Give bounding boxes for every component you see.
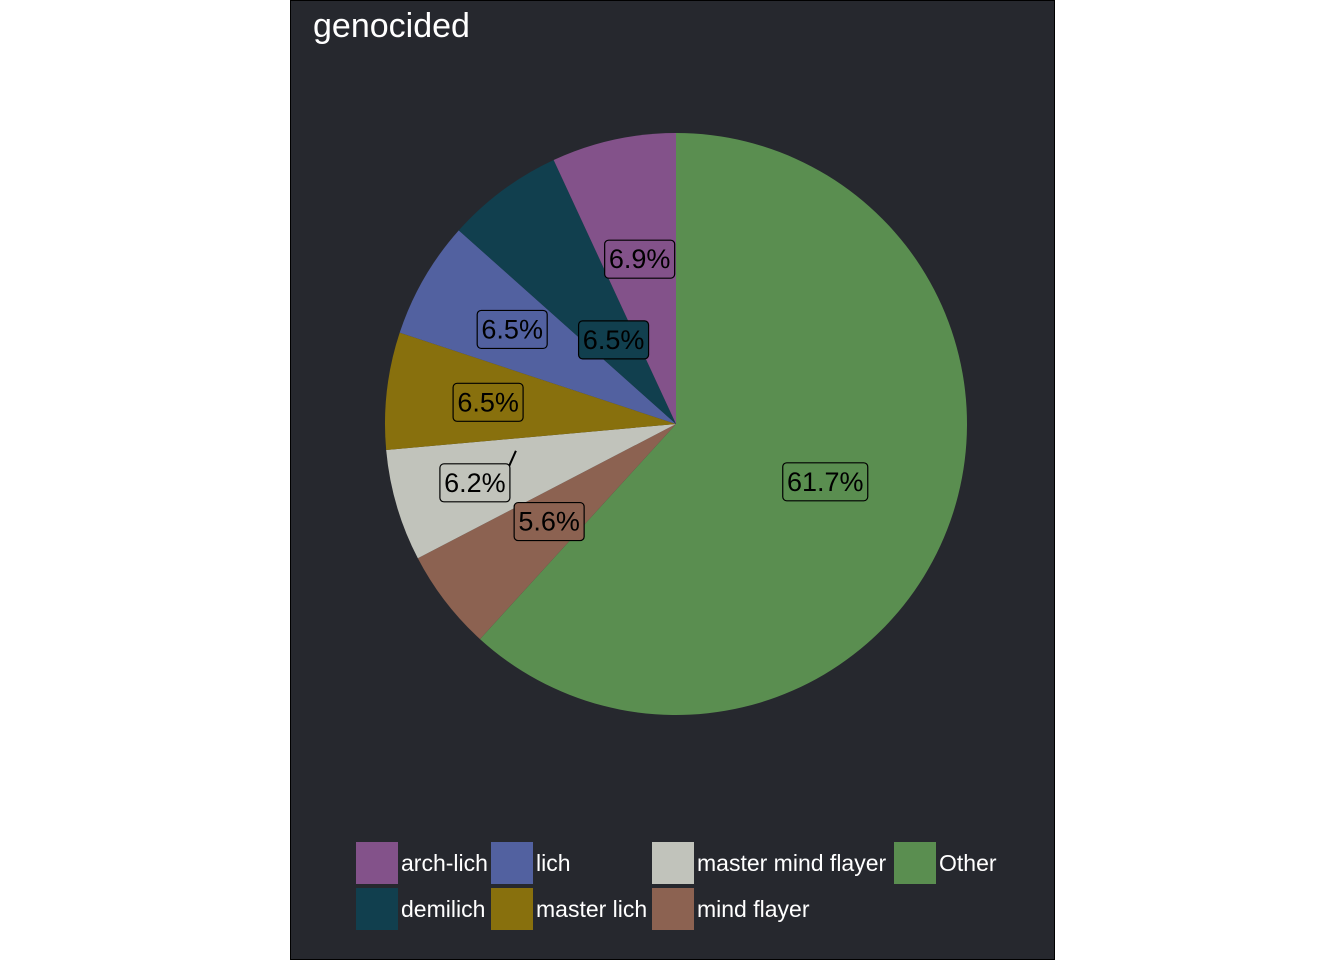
slice-label: 6.5%	[452, 382, 524, 422]
slice-label-text: 6.9%	[609, 244, 671, 274]
legend-label: demilich	[401, 895, 486, 922]
chart-panel: genocided 61.7% 5.6% 6.2% 6.5% 6.5% 6.5% 6.9% …	[290, 0, 1055, 960]
legend-swatch	[652, 842, 694, 884]
slice-label: 5.6%	[513, 501, 585, 542]
legend-label: mind flayer	[697, 895, 810, 922]
legend-item: mind flayer	[652, 887, 809, 931]
legend-swatch	[356, 888, 398, 930]
slice-label-text: 61.7%	[787, 467, 864, 497]
slice-label-text: 6.5%	[583, 325, 645, 355]
slice-label: 6.9%	[604, 239, 676, 279]
legend-swatch	[652, 888, 694, 930]
slice-label-text: 6.2%	[444, 468, 506, 498]
legend-swatch	[491, 888, 533, 930]
slice-label-box	[476, 309, 548, 350]
pie-chart: 61.7% 5.6% 6.2% 6.5% 6.5% 6.5% 6.9%	[385, 133, 967, 715]
legend-swatch	[356, 842, 398, 884]
slice-label-text: 5.6%	[518, 507, 580, 537]
slice-label-box	[439, 463, 511, 503]
legend-item: demilich	[356, 887, 485, 931]
legend-label: master mind flayer	[697, 849, 887, 876]
slice-label-text: 6.5%	[481, 314, 543, 344]
legend-label: arch-lich	[401, 849, 488, 876]
legend-item: arch-lich	[356, 841, 488, 885]
legend-item: lich	[491, 841, 571, 885]
legend-swatch	[894, 842, 936, 884]
legend-item: master mind flayer	[652, 841, 886, 885]
legend-label: master lich	[536, 895, 648, 922]
slice-label: 6.2%	[439, 450, 517, 503]
slice-label-text: 6.5%	[457, 387, 519, 417]
slice-label-box	[513, 501, 585, 542]
slice-label: 6.5%	[577, 320, 650, 360]
slice-label-box	[577, 320, 650, 360]
pie-slice-master-mind-flayer	[386, 424, 676, 559]
chart-title: genocided	[313, 7, 470, 45]
slice-label-box	[782, 462, 869, 502]
legend-item: master lich	[491, 887, 647, 931]
legend-item: Other	[894, 841, 997, 885]
slice-label: 61.7%	[782, 462, 869, 502]
slice-label: 6.5%	[476, 309, 548, 350]
legend-swatch	[491, 842, 533, 884]
legend-label: Other	[939, 849, 997, 876]
pie-slice-other	[479, 133, 967, 715]
legend-label: lich	[536, 849, 571, 876]
slice-label-box	[604, 239, 676, 279]
legend: arch-lich demilich lich master lich master m…	[356, 841, 1036, 933]
slice-label-box	[452, 382, 524, 422]
